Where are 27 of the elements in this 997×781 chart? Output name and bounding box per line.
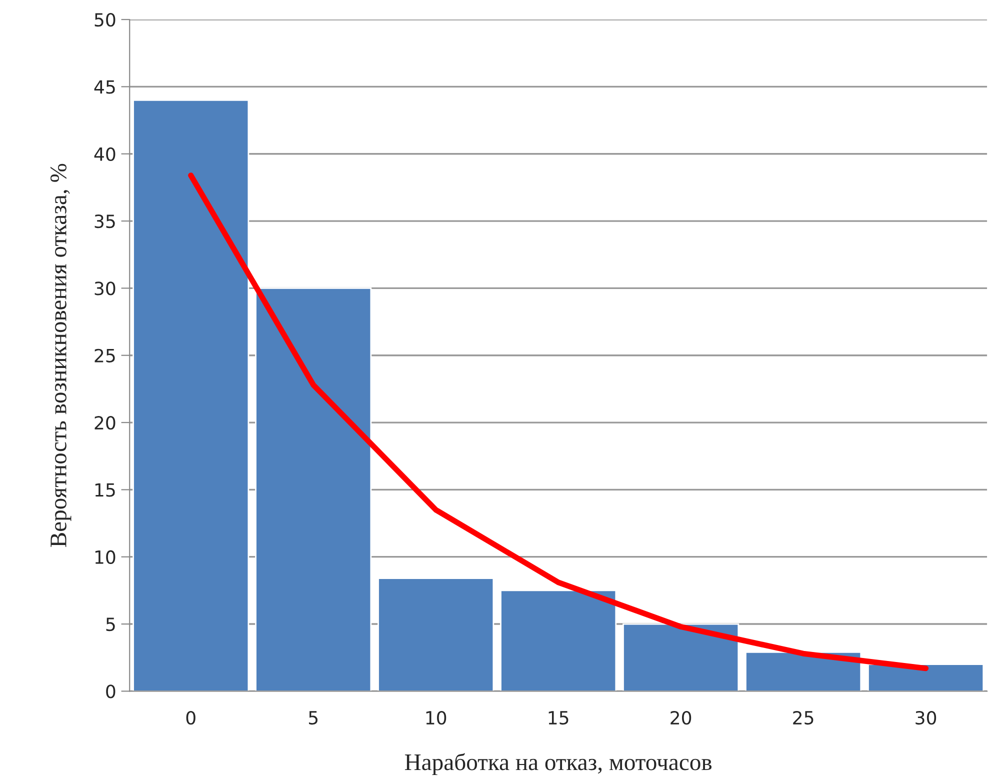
y-tick-label: 25 xyxy=(94,348,115,362)
y-tick-label: 30 xyxy=(94,282,116,296)
x-tick-label: 5 xyxy=(308,711,318,725)
bar xyxy=(868,664,984,692)
x-tick-label: 0 xyxy=(186,710,196,725)
x-tick-label: 20 xyxy=(670,710,692,725)
bar xyxy=(622,623,740,692)
y-tick-label: 15 xyxy=(95,483,115,497)
y-tick-label: 20 xyxy=(94,416,116,430)
x-tick-label: 15 xyxy=(548,711,568,725)
bar xyxy=(500,590,617,692)
x-tick-label: 30 xyxy=(916,710,936,725)
y-tick-label: 5 xyxy=(106,618,115,632)
y-tick-label: 50 xyxy=(94,12,116,27)
bar xyxy=(255,287,372,692)
x-tick-label: 25 xyxy=(793,710,814,725)
y-tick-label: 10 xyxy=(95,550,116,564)
y-tick-label: 45 xyxy=(94,80,115,94)
bar xyxy=(745,652,862,692)
x-axis-title: Наработка на отказ, моточасов xyxy=(404,753,712,776)
y-axis-title: Вероятность возникновения отказа, % xyxy=(50,164,72,547)
y-tick-label: 35 xyxy=(94,214,115,228)
y-tick-label: 0 xyxy=(106,684,116,698)
bar xyxy=(378,578,494,692)
x-tick-label: 10 xyxy=(426,710,446,725)
bar xyxy=(132,99,250,692)
y-tick-label: 40 xyxy=(94,147,116,161)
